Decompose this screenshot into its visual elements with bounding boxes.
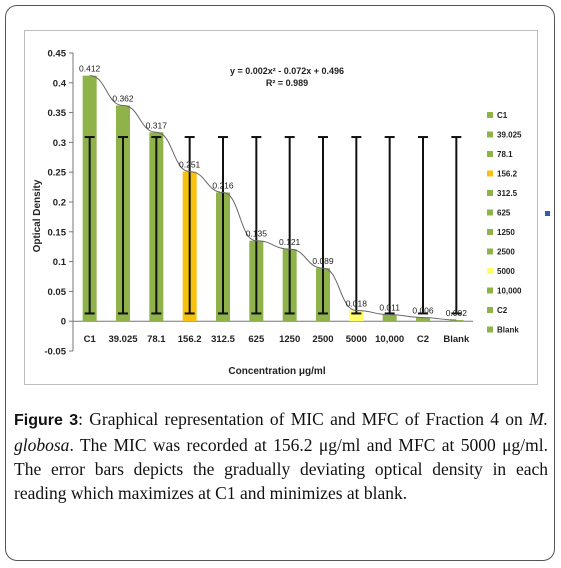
x-tick-label: 625 [248, 334, 265, 345]
data-label: 0.006 [412, 306, 434, 316]
legend-label: 156.2 [497, 170, 518, 179]
data-label: 0.251 [179, 160, 201, 170]
legend-swatch [487, 268, 493, 274]
x-axis-title: Concentration μg/ml [228, 366, 325, 377]
data-label: 0.089 [312, 256, 334, 266]
trendline-r2: R² = 0.989 [266, 78, 308, 88]
y-tick-label: 0.35 [48, 108, 67, 119]
caption-species: M. globosa [14, 409, 548, 455]
data-label: 0.121 [279, 237, 301, 247]
x-tick-label: C2 [417, 334, 429, 345]
bar [449, 320, 464, 322]
legend-label: 10,000 [497, 287, 522, 296]
y-tick-label: 0 [61, 317, 66, 328]
caption-label: Figure 3 [14, 412, 79, 429]
legend-label: 5000 [497, 267, 515, 276]
legend-label: 312.5 [497, 189, 518, 198]
bar-chart: -0.05 0 0.05 0.1 0.15 0.2 0.25 0.3 0.35 0.4 0.45 C1… [32, 49, 522, 378]
legend-swatch [487, 326, 493, 333]
bar [416, 317, 430, 322]
legend-swatch [487, 307, 493, 313]
x-tick-label: C1 [84, 334, 97, 345]
caption-text-2: . The MIC was recorded at 156.2 μg/ml an… [14, 435, 548, 503]
y-tick-label: 0.25 [48, 168, 67, 179]
x-tick-label: 1250 [279, 334, 300, 345]
caption-text-1: : Graphical representation of MIC and MF… [78, 409, 530, 429]
x-tick-label: 2500 [312, 334, 333, 345]
trendline-equation: y = 0.002x² - 0.072x + 0.496 [230, 66, 344, 76]
data-label: 0.011 [379, 303, 400, 313]
x-tick-label: 156.2 [178, 334, 202, 345]
chart-area: -0.05 0 0.05 0.1 0.15 0.2 0.25 0.3 0.35 0.4 0.45 C1… [24, 30, 538, 385]
legend-swatch [487, 229, 493, 235]
trendline [89, 75, 457, 321]
figure-frame [5, 5, 555, 561]
y-tick-label: 0.05 [48, 287, 67, 298]
x-tick-label: 78.1 [147, 334, 166, 345]
legend-label: 39.025 [497, 131, 522, 140]
x-tick-label: 39.025 [108, 334, 138, 345]
legend-swatch [487, 248, 493, 255]
data-label: 0.412 [79, 64, 101, 74]
legend-swatch [487, 131, 493, 138]
data-label: 0.317 [146, 120, 168, 130]
data-label: 0.002 [446, 308, 468, 318]
y-tick-label: 0.15 [48, 227, 67, 238]
edge-marker [545, 211, 550, 216]
y-tick-label: 0.45 [48, 49, 67, 60]
x-tick-label: 312.5 [211, 334, 235, 345]
y-tick-label: 0.1 [53, 257, 67, 268]
y-tick-label: -0.05 [44, 347, 66, 358]
legend-label: 2500 [497, 248, 515, 257]
figure-caption: Figure 3: Graphical representation of MI… [14, 407, 548, 505]
legend-label: 625 [497, 209, 511, 218]
legend-label: Blank [497, 326, 519, 335]
legend-swatch [487, 209, 493, 216]
legend-label: C1 [497, 111, 508, 120]
legend-swatch [487, 190, 493, 196]
x-tick-label: 5000 [346, 334, 367, 345]
legend-swatch [487, 151, 493, 157]
legend-swatch [487, 112, 493, 118]
legend-label: 78.1 [497, 150, 513, 159]
x-tick-label: 10,000 [375, 334, 404, 345]
y-tick-label: 0.2 [53, 198, 66, 209]
y-tick-label: 0.3 [53, 138, 66, 149]
y-axis-title: Optical Density [32, 179, 43, 252]
legend-swatch [487, 287, 493, 294]
bar [382, 314, 397, 322]
legend-label: C2 [497, 306, 508, 315]
data-label: 0.018 [346, 298, 368, 308]
data-label: 0.216 [212, 180, 234, 190]
y-tick-label: 0.4 [53, 78, 67, 89]
legend-swatch [487, 170, 493, 177]
bar [349, 310, 364, 322]
x-tick-label: Blank [443, 334, 470, 345]
data-label: 0.135 [246, 229, 268, 239]
data-label: 0.362 [112, 93, 134, 103]
legend-label: 1250 [497, 228, 515, 237]
